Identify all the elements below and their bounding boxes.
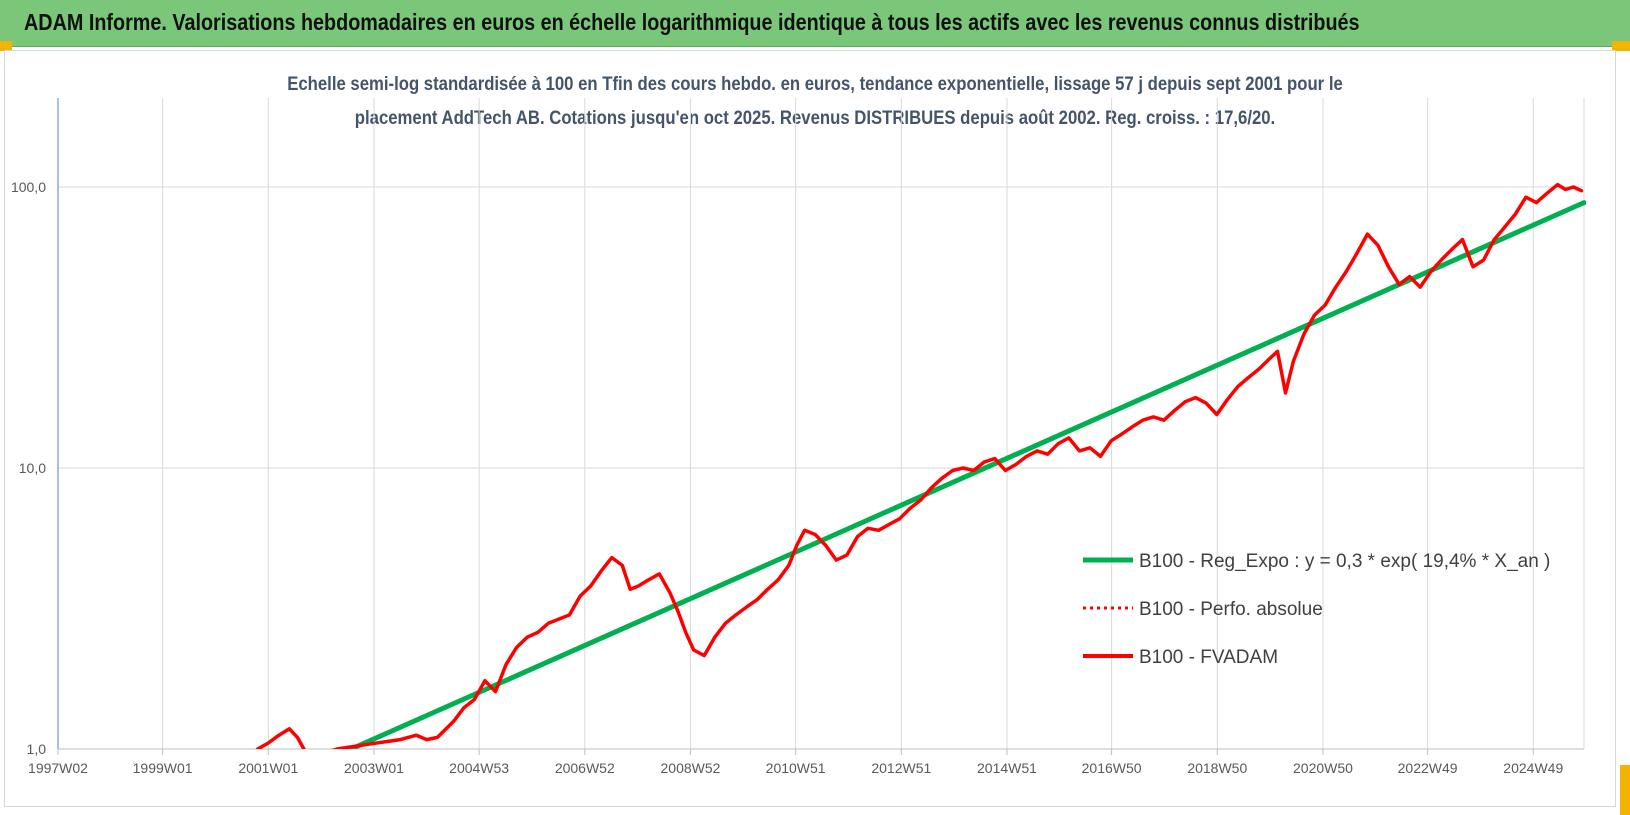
series-line-reg-expo [345,200,1586,749]
x-tick-label: 2024W49 [1503,760,1563,776]
gridlines [57,98,1585,750]
legend-item: B100 - Reg_Expo : y = 0,3 * exp( 19,4% *… [1083,551,1550,572]
report-header-banner: ADAM Informe. Valorisations hebdomadaire… [0,0,1630,47]
x-tick-label: 2018W50 [1187,760,1247,776]
x-tick-label: 2020W50 [1293,760,1353,776]
y-tick-label: 10,0 [19,460,46,476]
corner-marker-top-right [1612,41,1630,51]
legend-label: B100 - Reg_Expo : y = 0,3 * exp( 19,4% *… [1139,551,1550,572]
report-title: ADAM Informe. Valorisations hebdomadaire… [24,9,1360,35]
x-tick-label: 2022W49 [1398,760,1458,776]
chart-title-line-1: Echelle semi-log standardisée à 100 en T… [287,74,1343,95]
x-tick-label: 1997W02 [28,760,88,776]
legend-item: B100 - Perfo. absolue [1083,599,1323,620]
x-tick-label: 2006W52 [555,760,615,776]
x-tick-label: 2016W50 [1082,760,1142,776]
x-tick-label: 2012W51 [871,760,931,776]
x-tick-label: 1999W01 [133,760,193,776]
y-tick-label: 1,0 [27,741,47,757]
x-tick-label: 2008W52 [661,760,721,776]
corner-marker-top-left [0,41,12,51]
legend: B100 - Reg_Expo : y = 0,3 * exp( 19,4% *… [1083,551,1550,668]
x-tick-label: 2014W51 [977,760,1037,776]
legend-label: B100 - Perfo. absolue [1139,599,1323,620]
legend-label: B100 - FVADAM [1139,647,1278,668]
x-tick-label: 2010W51 [766,760,826,776]
x-tick-label: 2004W53 [449,760,509,776]
corner-marker-bottom-right [1620,765,1630,815]
chart-frame [4,50,1616,807]
series-line-fvadam [255,182,1584,749]
series-layer [255,182,1586,749]
x-tick-label: 2003W01 [344,760,404,776]
x-tick-label: 2001W01 [238,760,298,776]
axes: 1997W02 1999W01 2001W01 2003W01 2004W53 2006W… [11,98,1584,776]
legend-item: B100 - FVADAM [1083,647,1278,668]
y-tick-label: 100,0 [11,179,46,195]
